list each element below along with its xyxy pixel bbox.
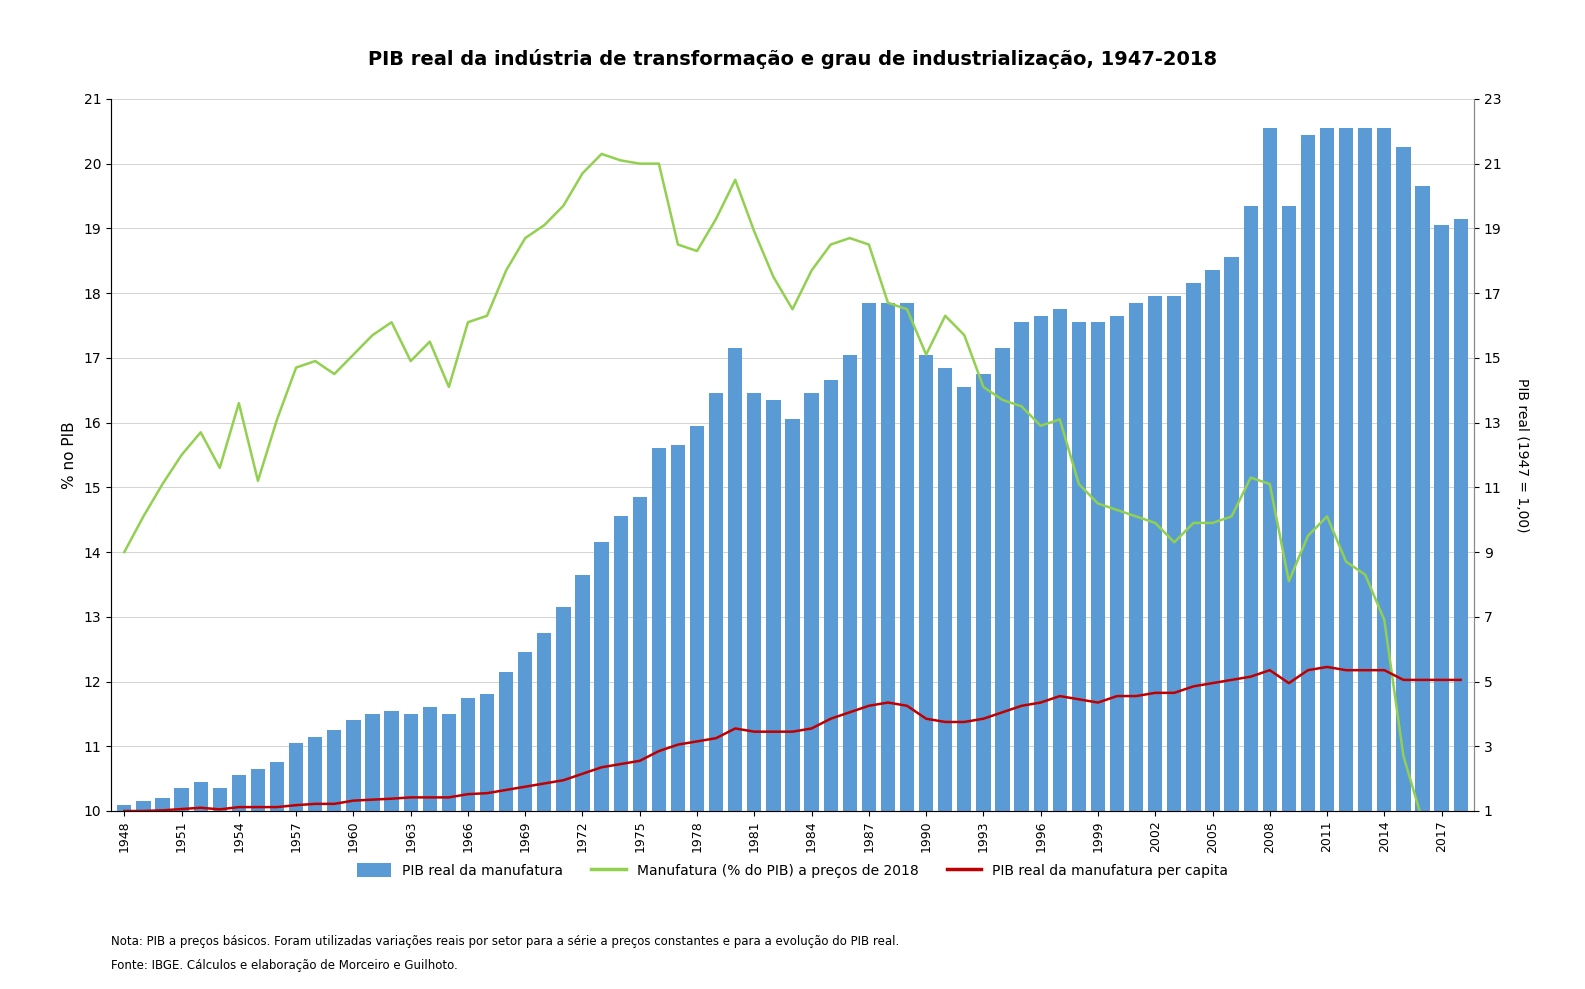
Bar bbox=[365, 714, 380, 989]
Bar bbox=[155, 798, 170, 989]
Bar bbox=[1453, 219, 1468, 989]
Bar bbox=[1186, 284, 1200, 989]
Bar bbox=[824, 381, 838, 989]
Legend: PIB real da manufatura, Manufatura (% do PIB) a preços de 2018, PIB real da manu: PIB real da manufatura, Manufatura (% do… bbox=[350, 857, 1235, 883]
Bar bbox=[1320, 128, 1335, 989]
Bar bbox=[1071, 322, 1086, 989]
Bar bbox=[1377, 128, 1392, 989]
Bar bbox=[976, 374, 991, 989]
Bar bbox=[117, 804, 132, 989]
Bar bbox=[480, 694, 495, 989]
Bar bbox=[938, 368, 953, 989]
Bar bbox=[1033, 315, 1048, 989]
Bar bbox=[442, 714, 456, 989]
Bar bbox=[1415, 186, 1430, 989]
Text: Nota: PIB a preços básicos. Foram utilizadas variações reais por setor para a sé: Nota: PIB a preços básicos. Foram utiliz… bbox=[111, 935, 899, 947]
Bar bbox=[613, 516, 628, 989]
Bar bbox=[1263, 128, 1278, 989]
Bar bbox=[499, 672, 514, 989]
Bar bbox=[385, 711, 399, 989]
Bar bbox=[805, 394, 819, 989]
Bar bbox=[632, 497, 647, 989]
Bar bbox=[708, 394, 723, 989]
Y-axis label: PIB real (1947 = 1,00): PIB real (1947 = 1,00) bbox=[1515, 378, 1530, 532]
Bar bbox=[174, 788, 189, 989]
Bar bbox=[1396, 147, 1411, 989]
Bar bbox=[136, 801, 151, 989]
Bar bbox=[1282, 206, 1297, 989]
Bar bbox=[269, 763, 284, 989]
Bar bbox=[193, 782, 208, 989]
Bar bbox=[1167, 297, 1181, 989]
Bar bbox=[995, 348, 1010, 989]
Bar bbox=[900, 303, 915, 989]
Bar bbox=[231, 775, 246, 989]
Bar bbox=[1148, 297, 1162, 989]
Bar bbox=[288, 743, 303, 989]
Bar bbox=[346, 720, 360, 989]
Bar bbox=[556, 607, 571, 989]
Bar bbox=[747, 394, 761, 989]
Text: Fonte: IBGE. Cálculos e elaboração de Morceiro e Guilhoto.: Fonte: IBGE. Cálculos e elaboração de Mo… bbox=[111, 959, 458, 972]
Bar bbox=[1244, 206, 1258, 989]
Bar bbox=[919, 355, 934, 989]
Bar bbox=[1301, 135, 1316, 989]
Bar bbox=[881, 303, 896, 989]
Bar bbox=[843, 355, 857, 989]
Bar bbox=[1090, 322, 1105, 989]
Bar bbox=[1225, 257, 1239, 989]
Y-axis label: % no PIB: % no PIB bbox=[62, 421, 76, 489]
Bar bbox=[1129, 303, 1143, 989]
Bar bbox=[307, 737, 322, 989]
Bar bbox=[594, 542, 609, 989]
Bar bbox=[1110, 315, 1124, 989]
Bar bbox=[862, 303, 877, 989]
Bar bbox=[785, 419, 800, 989]
Bar bbox=[537, 633, 552, 989]
Text: PIB real da indústria de transformação e grau de industrialização, 1947-2018: PIB real da indústria de transformação e… bbox=[368, 49, 1217, 69]
Bar bbox=[1205, 270, 1220, 989]
Bar bbox=[1052, 310, 1067, 989]
Bar bbox=[461, 697, 475, 989]
Bar bbox=[518, 653, 533, 989]
Bar bbox=[1434, 225, 1449, 989]
Bar bbox=[689, 426, 704, 989]
Bar bbox=[1358, 128, 1373, 989]
Bar bbox=[1014, 322, 1029, 989]
Bar bbox=[651, 448, 666, 989]
Bar bbox=[575, 575, 590, 989]
Bar bbox=[327, 730, 341, 989]
Bar bbox=[250, 768, 265, 989]
Bar bbox=[728, 348, 742, 989]
Bar bbox=[957, 387, 972, 989]
Bar bbox=[1339, 128, 1354, 989]
Bar bbox=[212, 788, 227, 989]
Bar bbox=[404, 714, 418, 989]
Bar bbox=[766, 400, 780, 989]
Bar bbox=[670, 445, 685, 989]
Bar bbox=[423, 707, 437, 989]
